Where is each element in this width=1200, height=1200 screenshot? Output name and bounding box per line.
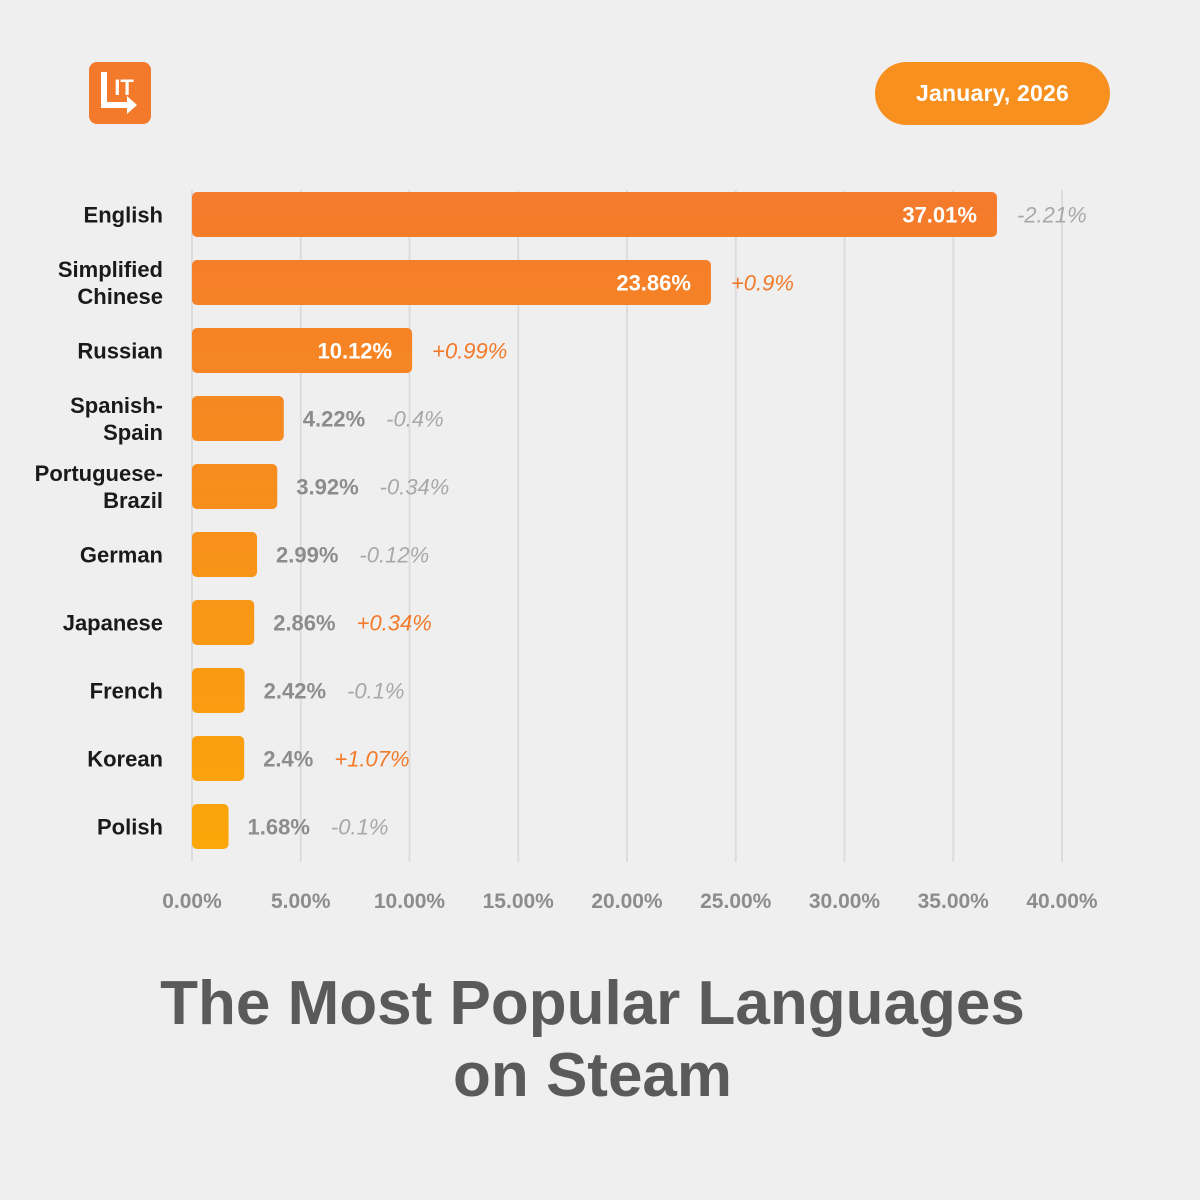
chart-title: The Most Popular Languages on Steam (0, 968, 1185, 1112)
value-label: 37.01% (902, 203, 977, 228)
category-label: Russian (77, 339, 163, 364)
bar (192, 600, 255, 645)
value-label: 10.12% (317, 339, 392, 364)
category-label: German (80, 543, 163, 568)
x-tick-label: 5.00% (271, 890, 331, 913)
x-tick-label: 40.00% (1026, 890, 1098, 913)
bar (192, 736, 245, 781)
category-label: English (84, 203, 163, 228)
brand-logo-icon: IT (101, 72, 137, 114)
category-label: Spanish-Spain (70, 393, 163, 445)
bar-chart: 0.00% 5.00% 10.00% 15.00% 20.00% 25.00% 30.00%… (35, 190, 1098, 913)
value-label: 2.86% (273, 611, 335, 636)
category-label: French (90, 679, 163, 704)
x-tick-label: 35.00% (918, 890, 990, 913)
bar (192, 464, 278, 509)
change-label: -0.1% (347, 679, 404, 704)
chart-title-line-2: on Steam (452, 1041, 733, 1110)
bar (192, 396, 284, 441)
x-tick-label: 10.00% (374, 890, 446, 913)
x-tick-label: 15.00% (483, 890, 555, 913)
brand-logo: IT (89, 62, 151, 124)
bar (192, 260, 711, 305)
bar (192, 668, 245, 713)
x-tick-label: 25.00% (700, 890, 772, 913)
change-label: +1.07% (334, 747, 409, 772)
date-badge: January, 2026 (875, 62, 1110, 125)
category-label: Korean (87, 747, 163, 772)
value-label: 3.92% (296, 475, 358, 500)
x-tick-label: 20.00% (591, 890, 663, 913)
bar (192, 328, 413, 373)
change-label: +0.9% (731, 271, 794, 296)
change-label: -2.21% (1017, 203, 1087, 228)
value-label: 23.86% (616, 271, 691, 296)
change-label: +0.34% (357, 611, 432, 636)
x-tick-label: 0.00% (162, 890, 222, 913)
category-label: Japanese (63, 611, 163, 636)
bar (192, 192, 997, 237)
category-label: Simplified Chinese (58, 257, 163, 309)
value-label: 2.4% (263, 747, 313, 772)
change-label: -0.34% (380, 475, 450, 500)
x-tick-label: 30.00% (809, 890, 881, 913)
brand-logo-text: IT (114, 75, 134, 100)
value-label: 2.99% (276, 543, 338, 568)
change-label: -0.1% (331, 815, 388, 840)
change-label: -0.12% (359, 543, 429, 568)
bar (192, 804, 229, 849)
bar (192, 532, 258, 577)
value-label: 4.22% (303, 407, 365, 432)
change-label: +0.99% (432, 339, 507, 364)
chart-title-line-1: The Most Popular Languages (160, 969, 1025, 1038)
change-label: -0.4% (386, 407, 443, 432)
category-label: Portuguese-Brazil (35, 461, 163, 513)
value-label: 2.42% (264, 679, 326, 704)
value-label: 1.68% (248, 815, 310, 840)
category-label: Polish (97, 815, 163, 840)
